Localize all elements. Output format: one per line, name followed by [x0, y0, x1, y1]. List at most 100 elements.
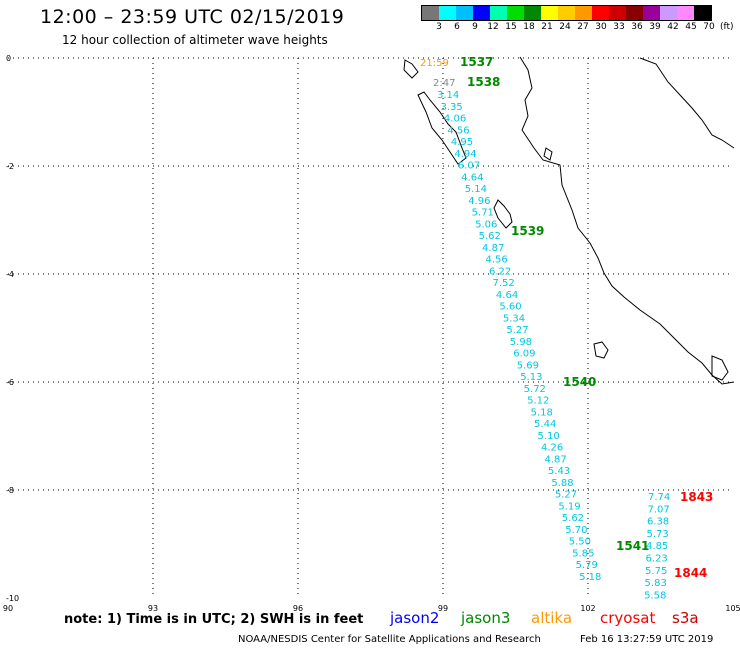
- legend-swatch: [490, 6, 507, 20]
- legend-swatch: [592, 6, 609, 20]
- legend-labels: 3 6 9 12 15 18 21 24 27 30 33 36 39 42 45 70 (ft): [421, 21, 733, 35]
- coastline-mainland: [519, 56, 735, 385]
- legend-label: 24: [559, 22, 571, 32]
- mission-cryosat: cryosat: [600, 609, 656, 627]
- legend-swatch: [507, 6, 524, 20]
- coastline-northern-landmass: [639, 57, 735, 149]
- wave-height-value: 5.73: [647, 529, 669, 540]
- island-3: [493, 199, 513, 229]
- legend-label: 39: [649, 22, 661, 32]
- wave-height-value: 5.79: [576, 560, 598, 571]
- wave-height-value: 7.52: [492, 278, 514, 289]
- legend-label: 33: [613, 22, 625, 32]
- legend-swatch: [643, 6, 660, 20]
- wave-height-value: 7.07: [648, 504, 670, 515]
- legend-label: 21: [541, 22, 553, 32]
- wave-height-value: 4.56: [486, 255, 508, 266]
- wave-height-value: 4.56: [447, 125, 469, 136]
- cryosat-time-label: 1844: [674, 566, 707, 580]
- wave-height-value: 6.23: [646, 554, 668, 565]
- lon-tick-label: 93: [148, 604, 158, 613]
- legend-label: 18: [523, 22, 535, 32]
- wave-height-value: 5.75: [645, 566, 667, 577]
- jason3-time-label: 1541: [616, 539, 649, 553]
- legend-swatch: [524, 6, 541, 20]
- legend-label: 36: [631, 22, 643, 32]
- legend-swatch: [609, 6, 626, 20]
- coastline: [403, 56, 735, 385]
- wave-height-value: 6.38: [647, 517, 669, 528]
- legend-swatch: [694, 6, 711, 20]
- legend-label: 45: [685, 22, 697, 32]
- map-frame: [8, 58, 733, 598]
- lat-tick-label: -4: [6, 270, 14, 279]
- wave-height-value: 4.85: [646, 541, 668, 552]
- wave-height-value: 5.13: [520, 372, 542, 383]
- wave-height-value: 4.87: [544, 454, 566, 465]
- wave-height-value: 4.64: [496, 290, 518, 301]
- lat-tick-label: -10: [6, 594, 19, 603]
- wave-height-value: 5.14: [465, 184, 487, 195]
- wave-height-value: 4.94: [454, 149, 476, 160]
- island-2: [417, 91, 467, 165]
- wave-height-value: 5.85: [572, 548, 594, 559]
- jason3-time-label: 1538: [467, 75, 500, 89]
- island-6: [543, 147, 553, 161]
- grey-time-label: 2:47: [433, 78, 455, 89]
- legend-label: 42: [667, 22, 679, 32]
- legend-swatch: [439, 6, 456, 20]
- mission-altika: altika: [531, 609, 573, 627]
- wave-height-value: 5.60: [499, 302, 521, 313]
- credit-line: NOAA/NESDIS Center for Satellite Applica…: [238, 634, 541, 645]
- generated-timestamp: Feb 16 13:27:59 UTC 2019: [580, 634, 714, 645]
- wave-height-value: 5.06: [475, 219, 497, 230]
- legend-label: 12: [487, 22, 499, 32]
- wave-height-value: 5.62: [562, 513, 584, 524]
- wave-height-value: 3.14: [437, 90, 459, 101]
- legend-swatch: [456, 6, 473, 20]
- legend-label: 9: [472, 22, 478, 32]
- wave-height-value: 5.12: [527, 396, 549, 407]
- mission-jason3: jason3: [461, 609, 511, 627]
- wave-height-value: 5.44: [534, 419, 556, 430]
- wave-height-value: 4.26: [541, 443, 563, 454]
- lat-tick-label: -6: [6, 378, 14, 387]
- jason3-time-label: 1537: [460, 55, 493, 69]
- lon-tick-label: 105: [725, 604, 740, 613]
- lon-tick-label: 96: [293, 604, 303, 613]
- wave-height-value: 4.87: [482, 243, 504, 254]
- legend-swatch: [677, 6, 694, 20]
- cryosat-time-label: 1843: [680, 490, 713, 504]
- footer-note: note: 1) Time is in UTC; 2) SWH is in fe…: [64, 612, 364, 627]
- wave-height-value: 5.58: [644, 590, 666, 601]
- wave-height-value: 7.74: [648, 492, 670, 503]
- mission-jason2: jason2: [390, 609, 440, 627]
- legend-swatch: [541, 6, 558, 20]
- wave-height-value: 5.34: [503, 313, 525, 324]
- mission-s3a: s3a: [672, 609, 699, 627]
- legend-swatch: [473, 6, 490, 20]
- map-title: 12:00 – 23:59 UTC 02/15/2019: [40, 6, 345, 28]
- legend-unit: (ft): [720, 22, 734, 32]
- legend-label: 30: [595, 22, 607, 32]
- wave-height-value: 5.98: [510, 337, 532, 348]
- island-4: [593, 341, 609, 359]
- altika-time-label: 21:59: [420, 58, 449, 69]
- lat-tick-label: -2: [6, 162, 14, 171]
- wave-height-value: 5.71: [472, 208, 494, 219]
- wave-height-value: 4.95: [451, 137, 473, 148]
- jason3-time-label: 1540: [563, 375, 596, 389]
- wave-height-value: 6.09: [513, 349, 535, 360]
- wave-height-value: 4.96: [468, 196, 490, 207]
- wave-height-value: 5.18: [579, 572, 601, 583]
- wave-height-value: 5.18: [531, 407, 553, 418]
- wave-height-value: 5.62: [479, 231, 501, 242]
- jason3-time-label: 1539: [511, 224, 544, 238]
- lat-lon-grid: 90 93 96 99 102 105 0 -2 -4 -6 -8 -10: [3, 54, 740, 613]
- wave-height-value: 5.43: [548, 466, 570, 477]
- wave-height-value: 5.83: [645, 578, 667, 589]
- wave-height-value: 5.19: [558, 501, 580, 512]
- legend-label: 6: [454, 22, 460, 32]
- legend-label: 3: [436, 22, 442, 32]
